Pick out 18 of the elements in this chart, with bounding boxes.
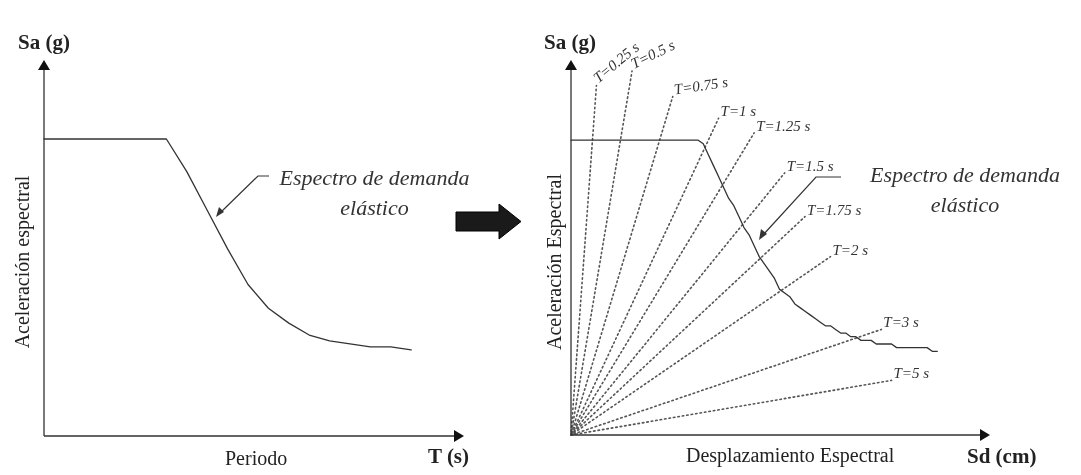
series-label: T=1 s [720, 103, 757, 120]
text: Sa (g) [18, 30, 70, 54]
y-axis-title: Aceleración espectral [10, 175, 33, 349]
annotation: Espectro de demanda elástico [870, 162, 1060, 217]
text: T=0.75 s [672, 73, 730, 98]
series-label: T=1.5 s [786, 157, 834, 174]
series-label: T=5 s [893, 365, 930, 382]
series-label: T=1.25 s [756, 117, 811, 134]
x-axis-title: Desplazamiento Espectral [686, 444, 895, 466]
text: Sa (g) [544, 30, 596, 54]
series-label: T=2 s [832, 241, 869, 258]
series-label: T=3 s [883, 314, 920, 331]
series-label: T=1.75 s [807, 201, 862, 218]
x-axis-title: Periodo [225, 447, 288, 469]
text: Sd (cm) [967, 444, 1037, 468]
annotation: Espectro de demanda elástico [278, 164, 471, 222]
y-axis-title: Aceleración Espectral [543, 173, 566, 351]
text: T (s) [428, 444, 470, 468]
